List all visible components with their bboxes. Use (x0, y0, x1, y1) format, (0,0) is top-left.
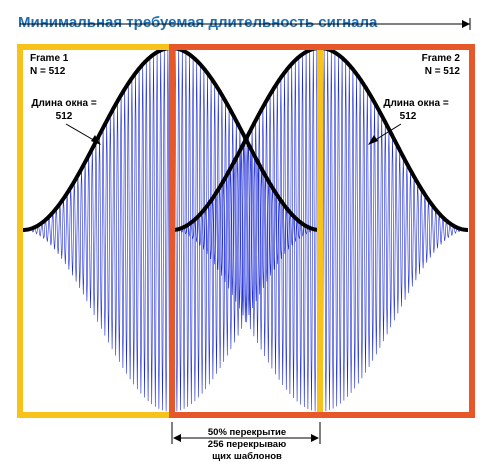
overlap-label-line3: щих шаблонов (212, 451, 282, 462)
window-length-left-arrow (65, 123, 101, 145)
overlap-label-line2: 256 перекрываю (208, 439, 286, 450)
window-length-right-line1: Длина окна = (383, 98, 448, 109)
window-length-right-line2: 512 (400, 111, 417, 122)
frame-2-size: N = 512 (425, 66, 461, 77)
frame-1-name: Frame 1 (30, 53, 69, 64)
frame-2-box (169, 44, 475, 418)
window-length-left-line1: Длина окна = (31, 98, 96, 109)
diagram-title: Минимальная требуемая длительность сигна… (18, 14, 378, 31)
window-length-right-arrow (368, 123, 402, 145)
total-duration-arrow (20, 18, 471, 30)
overlap-label-line1: 50% перекрытие (208, 427, 286, 438)
window-length-left-line2: 512 (56, 111, 73, 122)
frame-2-name: Frame 2 (422, 53, 461, 64)
frame-1-size: N = 512 (30, 66, 66, 77)
overlap-bracket (171, 422, 321, 444)
